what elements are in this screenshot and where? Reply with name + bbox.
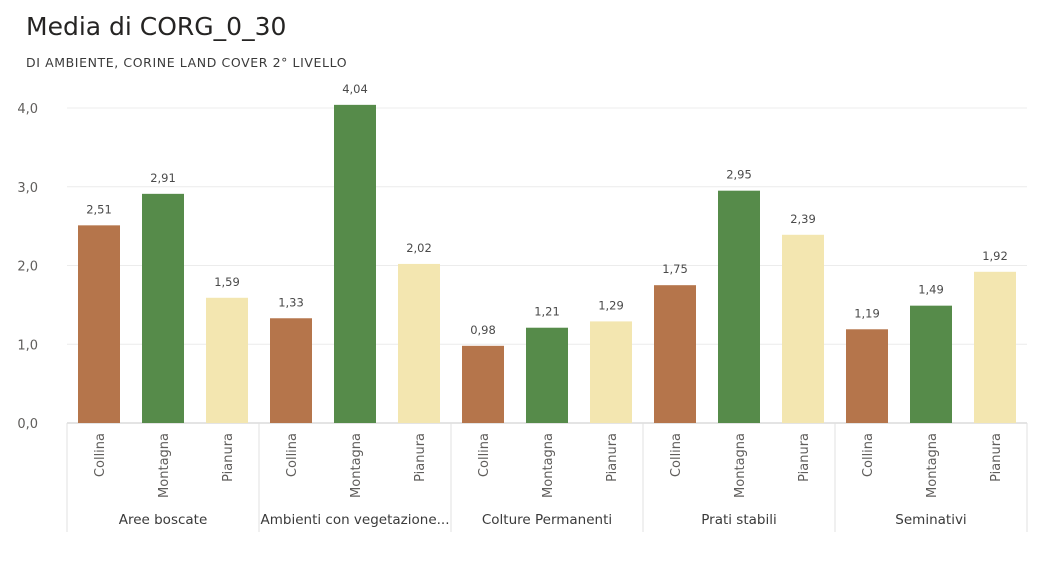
data-label: 1,92 [982,249,1008,263]
x-tick-label: Collina [93,433,108,477]
data-label: 2,02 [406,241,432,255]
bar-montagna[interactable] [142,193,184,423]
data-label: 0,98 [470,323,496,337]
x-tick-label: Montagna [349,433,364,498]
bar-pianura[interactable] [782,234,824,423]
data-label: 4,04 [342,82,368,96]
x-tick-label: Montagna [541,433,556,498]
x-tick-label: Pianura [221,433,236,482]
group-label: Prati stabili [701,512,776,528]
data-label: 1,29 [598,298,624,312]
data-label: 2,95 [726,168,752,182]
x-tick-label: Pianura [989,433,1004,482]
x-tick-label: Pianura [797,433,812,482]
x-tick-label: Collina [285,433,300,477]
data-label: 2,51 [86,202,112,216]
data-label: 1,21 [534,305,560,319]
y-tick-label: 1,0 [17,338,38,353]
bar-pianura[interactable] [974,271,1016,423]
bar-montagna[interactable] [526,327,568,423]
y-tick-label: 3,0 [17,181,38,196]
data-label: 1,59 [214,275,240,289]
x-tick-label: Pianura [605,433,620,482]
x-tick-label: Montagna [733,433,748,498]
bar-collina[interactable] [270,318,312,423]
data-label: 1,33 [278,295,304,309]
bar-pianura[interactable] [206,297,248,423]
chart-title: Media di CORG_0_30 [26,12,287,41]
y-tick-label: 4,0 [17,102,38,117]
bar-collina[interactable] [846,329,888,423]
x-tick-label: Collina [477,433,492,477]
y-tick-label: 2,0 [17,260,38,275]
data-label: 2,39 [790,212,816,226]
x-tick-label: Collina [861,433,876,477]
x-tick-label: Montagna [925,433,940,498]
data-label: 2,91 [150,171,176,185]
x-tick-label: Montagna [157,433,172,498]
bar-pianura[interactable] [398,263,440,423]
bar-montagna[interactable] [718,190,760,423]
group-label: Aree boscate [119,512,208,528]
bar-pianura[interactable] [590,321,632,423]
data-label: 1,49 [918,283,944,297]
data-label: 1,19 [854,306,880,320]
group-label: Ambienti con vegetazione... [261,512,450,528]
x-tick-label: Pianura [413,433,428,482]
x-tick-label: Collina [669,433,684,477]
chart-subtitle: DI AMBIENTE, CORINE LAND COVER 2° LIVELL… [26,55,348,70]
bar-collina[interactable] [78,225,120,423]
group-label: Seminativi [895,512,966,528]
bar-montagna[interactable] [334,104,376,423]
y-tick-label: 0,0 [17,417,38,432]
group-label: Colture Permanenti [482,512,612,528]
data-label: 1,75 [662,262,688,276]
bar-collina[interactable] [654,285,696,423]
bar-collina[interactable] [462,345,504,423]
bar-montagna[interactable] [910,305,952,423]
